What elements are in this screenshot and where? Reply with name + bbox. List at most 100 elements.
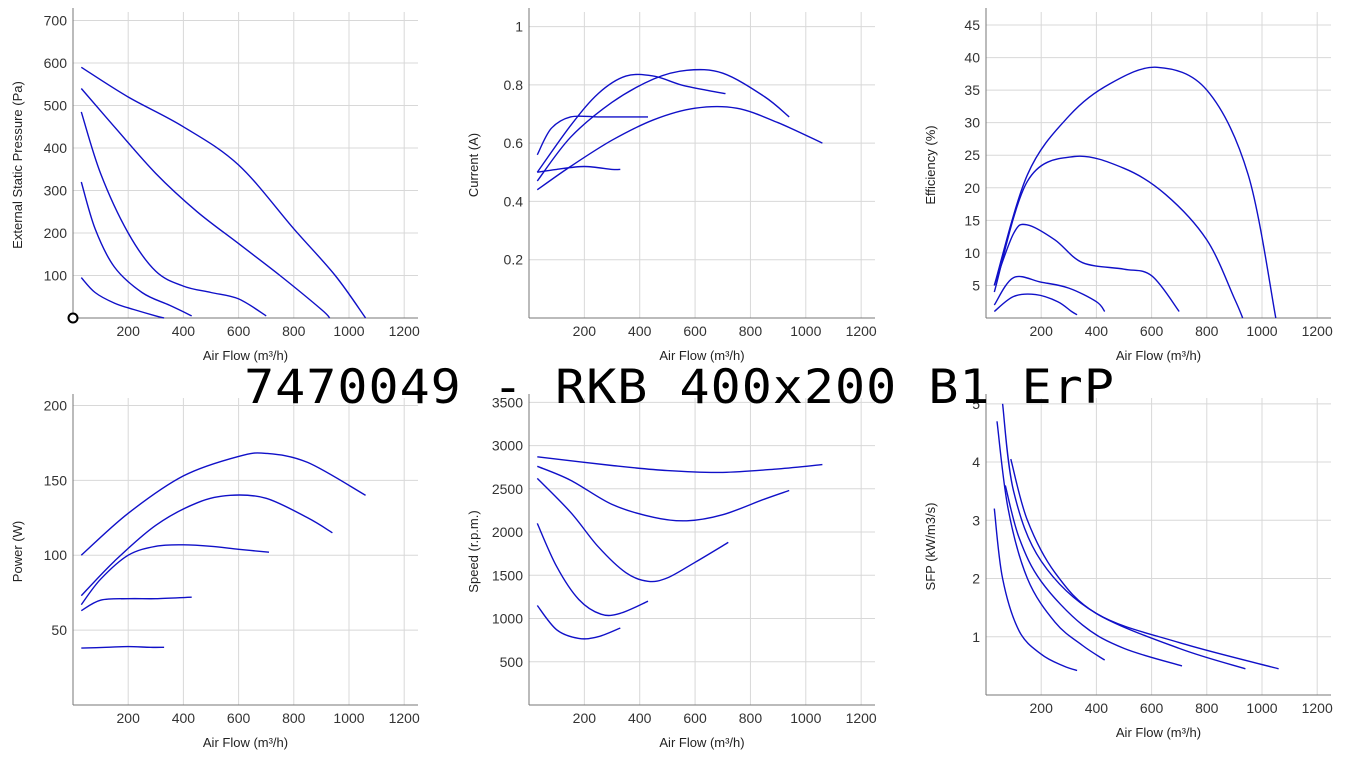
- y-tick-label: 0.2: [504, 252, 524, 268]
- sfp-series-line-4: [996, 421, 1106, 661]
- sfp-series-line-5: [993, 508, 1078, 672]
- current-series-line-4: [536, 115, 648, 156]
- x-tick-label: 200: [117, 323, 141, 339]
- pressure-series-line-3: [80, 111, 267, 317]
- chart-title: 7470049 - RKB 400x200 B1 ErP: [244, 359, 1115, 415]
- efficiency-chart: 200 400 600 800 1000 1200 5 10 15 20 25 30 35 40 45 Air…: [923, 8, 1333, 363]
- y-tick-label: 600: [44, 55, 68, 71]
- y-tick-label: 150: [44, 472, 68, 488]
- x-axis-title: Air Flow (m³/h): [659, 348, 744, 363]
- efficiency-series-line-2: [993, 155, 1244, 319]
- y-tick-label: 15: [964, 212, 980, 228]
- current-series-line-2: [536, 68, 790, 182]
- power-series-line-5: [81, 645, 165, 649]
- efficiency-series-line-4: [993, 275, 1106, 312]
- y-tick-label: 2500: [492, 481, 523, 497]
- x-tick-label: 600: [1140, 323, 1164, 339]
- sfp-series-line-2: [1010, 458, 1246, 670]
- y-tick-label: 2: [972, 571, 980, 587]
- x-axis-title: Air Flow (m³/h): [203, 348, 288, 363]
- y-tick-label: 25: [964, 147, 980, 163]
- pressure-series-line-1: [80, 66, 367, 319]
- y-tick-label: 0.6: [504, 135, 524, 151]
- x-axis-title: Air Flow (m³/h): [203, 735, 288, 750]
- x-tick-label: 200: [573, 323, 597, 339]
- pressure-series-line-5: [80, 277, 165, 319]
- y-axis-title: Current (A): [466, 133, 481, 197]
- x-tick-label: 400: [1085, 700, 1109, 716]
- y-tick-label: 1: [515, 19, 523, 35]
- efficiency-series-line-1: [993, 66, 1277, 319]
- speed-series-line-5: [536, 605, 621, 640]
- y-tick-label: 200: [44, 397, 68, 413]
- x-tick-label: 1200: [389, 710, 420, 726]
- origin-marker: [67, 312, 79, 324]
- sfp-chart: 200 400 600 800 1000 1200 1 2 3 4 5 Air Flow (m³/h)…: [923, 394, 1333, 740]
- y-tick-label: 30: [964, 115, 980, 131]
- x-tick-label: 1000: [333, 323, 364, 339]
- x-tick-label: 1200: [1302, 700, 1333, 716]
- y-axis-title: Power (W): [10, 521, 25, 582]
- speed-series-line-3: [536, 477, 729, 583]
- x-tick-label: 1000: [1246, 323, 1277, 339]
- speed-series-line-4: [536, 523, 649, 617]
- x-tick-label: 1000: [333, 710, 364, 726]
- y-tick-label: 4: [972, 454, 980, 470]
- x-tick-label: 200: [1030, 700, 1054, 716]
- y-tick-label: 0.8: [504, 77, 524, 93]
- y-tick-label: 20: [964, 180, 980, 196]
- y-axis-title: External Static Pressure (Pa): [10, 81, 25, 249]
- y-tick-label: 50: [51, 622, 67, 638]
- x-tick-label: 1200: [846, 710, 877, 726]
- x-tick-label: 600: [683, 710, 707, 726]
- y-tick-label: 400: [44, 140, 68, 156]
- x-tick-label: 800: [282, 710, 306, 726]
- x-tick-label: 600: [227, 710, 251, 726]
- x-tick-label: 400: [1085, 323, 1109, 339]
- power-series-line-2: [80, 494, 333, 597]
- x-tick-label: 1000: [790, 323, 821, 339]
- x-tick-label: 800: [1195, 700, 1219, 716]
- speed-chart: 200 400 600 800 1000 1200 500 1000 1500 2000 2500 3…: [466, 394, 877, 750]
- x-axis-title: Air Flow (m³/h): [1116, 725, 1201, 740]
- power-series-line-3: [80, 544, 270, 606]
- y-tick-label: 200: [44, 225, 68, 241]
- y-tick-label: 700: [44, 13, 68, 29]
- pressure-series-line-4: [80, 181, 193, 317]
- y-tick-label: 5: [972, 396, 980, 412]
- x-tick-label: 200: [1030, 323, 1054, 339]
- y-axis-title: Speed (r.p.m.): [466, 510, 481, 592]
- power-chart: 200 400 600 800 1000 1200 50 100 150 200 Air Flow …: [10, 394, 420, 750]
- pressure-chart: 200 400 600 800 1000 1200 100 200 300 400 500 600 70…: [10, 8, 420, 363]
- x-tick-label: 1200: [1302, 323, 1333, 339]
- current-chart: 200 400 600 800 1000 1200 0.2 0.4 0.6 0.8 1 Air Flo…: [466, 8, 877, 363]
- y-tick-label: 100: [44, 268, 68, 284]
- y-tick-label: 3: [972, 512, 980, 528]
- y-tick-label: 3000: [492, 438, 523, 454]
- x-tick-label: 1200: [389, 323, 420, 339]
- x-tick-label: 800: [739, 710, 763, 726]
- y-tick-label: 40: [964, 50, 980, 66]
- current-series-line-1: [536, 105, 823, 191]
- x-tick-label: 400: [172, 710, 196, 726]
- speed-series-line-2: [537, 465, 790, 522]
- x-tick-label: 600: [227, 323, 251, 339]
- x-tick-label: 200: [117, 710, 141, 726]
- y-tick-label: 100: [44, 547, 68, 563]
- y-tick-label: 10: [964, 245, 980, 261]
- y-tick-label: 1000: [492, 611, 523, 627]
- sfp-series-line-3: [1004, 485, 1183, 667]
- x-tick-label: 400: [172, 323, 196, 339]
- x-axis-title: Air Flow (m³/h): [659, 735, 744, 750]
- x-tick-label: 400: [628, 323, 652, 339]
- y-tick-label: 35: [964, 82, 980, 98]
- x-axis-title: Air Flow (m³/h): [1116, 348, 1201, 363]
- sfp-series-line-1: [1001, 403, 1279, 670]
- x-tick-label: 800: [739, 323, 763, 339]
- x-tick-label: 800: [282, 323, 306, 339]
- pressure-series-line-2: [80, 88, 331, 319]
- speed-series-line-1: [537, 456, 823, 474]
- y-tick-label: 1: [972, 629, 980, 645]
- y-tick-label: 45: [964, 17, 980, 33]
